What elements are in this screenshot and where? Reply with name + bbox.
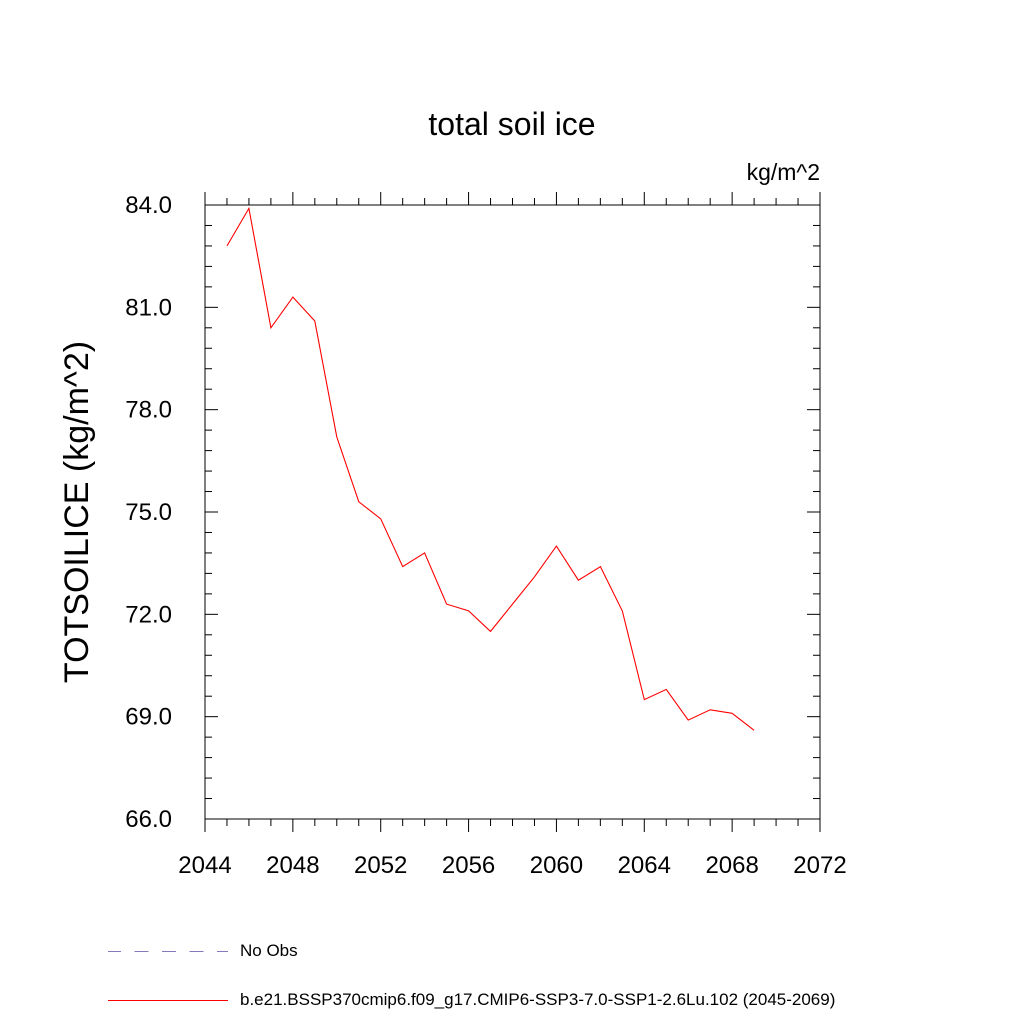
- x-tick-label: 2064: [618, 852, 671, 879]
- x-tick-label: 2068: [705, 852, 758, 879]
- legend-swatch-solid: [108, 999, 228, 1001]
- plot-frame: [204, 204, 821, 820]
- legend-label-model-run: b.e21.BSSP370cmip6.f09_g17.CMIP6-SSP3-7.…: [240, 990, 836, 1009]
- x-tick-label: 2048: [266, 852, 319, 879]
- x-tick-label: 2060: [530, 852, 583, 879]
- x-tick-label: 2056: [442, 852, 495, 879]
- y-tick-label: 69.0: [125, 704, 172, 731]
- legend-entry-model-run: b.e21.BSSP370cmip6.f09_g17.CMIP6-SSP3-7.…: [108, 990, 835, 1010]
- y-tick-label: 75.0: [125, 499, 172, 526]
- plot-axes: 2044 2048 2052 2056 2060 2064 2068 2072 66.0 69.0…: [125, 192, 847, 879]
- legend-label-no-obs: No Obs: [240, 941, 298, 960]
- units-label: kg/m^2: [747, 159, 820, 185]
- legend-entry-no-obs: No Obs: [108, 941, 298, 961]
- series-line-0: [226, 206, 755, 731]
- series-layer: [226, 206, 755, 731]
- y-axis-label: TOTSOILICE (kg/m^2): [58, 341, 96, 683]
- chart-title: total soil ice: [428, 106, 595, 142]
- x-tick-label: 2044: [178, 852, 231, 879]
- legend-swatch-dashed: [108, 950, 228, 952]
- y-tick-label: 78.0: [125, 397, 172, 424]
- x-tick-label: 2052: [354, 852, 407, 879]
- y-tick-label: 81.0: [125, 294, 172, 321]
- x-tick-label: 2072: [793, 852, 846, 879]
- y-tick-label: 66.0: [125, 806, 172, 833]
- y-tick-label: 84.0: [125, 192, 172, 219]
- y-tick-label: 72.0: [125, 601, 172, 628]
